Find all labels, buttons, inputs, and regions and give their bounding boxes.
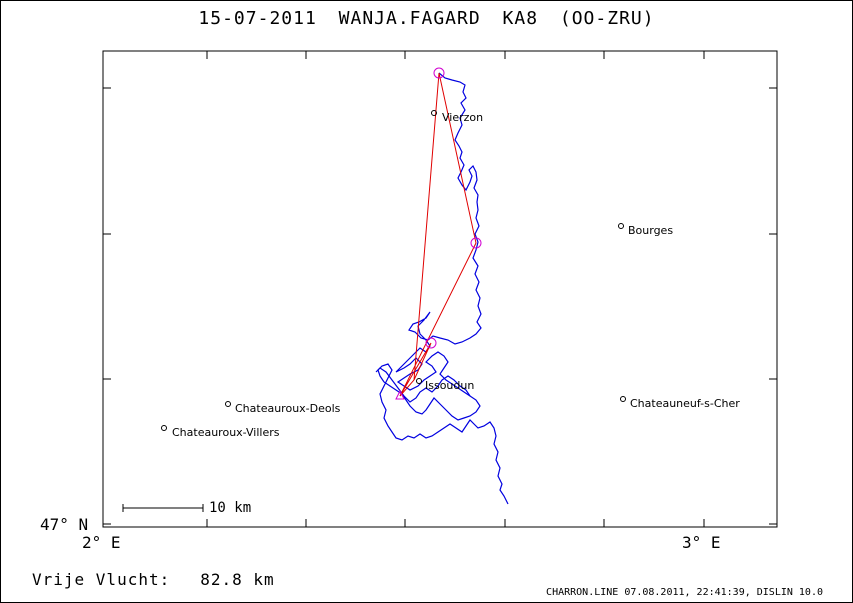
turnpoint-marker: [470, 237, 482, 249]
scale-bar-label: 10 km: [209, 500, 252, 516]
place-label-bourges: Bourges: [628, 224, 673, 237]
place-marker-icon: [618, 223, 624, 229]
place-label-vierzon: Vierzon: [442, 111, 483, 124]
free-flight-value: 82.8 km: [200, 570, 275, 589]
place-marker-icon: [416, 378, 422, 384]
free-flight-summary: Vrije Vlucht: 82.8 km: [32, 570, 275, 589]
lon-axis-label-left: 2° E: [82, 533, 121, 552]
place-marker-icon: [225, 401, 231, 407]
flight-title: 15-07-2011 WANJA.FAGARD KA8 (OO-ZRU): [0, 8, 853, 29]
place-label-chateauneuf: Chateauneuf-s-Cher: [630, 397, 740, 410]
plot-area: [102, 50, 778, 528]
flight-date: 15-07-2011: [198, 8, 317, 29]
place-markers: [161, 110, 626, 431]
task-leg: [399, 379, 415, 397]
place-label-chateauroux-villers: Chateauroux-Villers: [172, 426, 280, 439]
place-marker-icon: [161, 425, 167, 431]
place-label-chateauroux-deols: Chateauroux-Deols: [235, 402, 341, 415]
pilot-name: WANJA.FAGARD: [338, 8, 481, 29]
turnpoint-marker: [433, 67, 445, 79]
place-marker-icon: [431, 110, 437, 116]
turnpoint-marker: [425, 337, 437, 349]
lon-axis-label-right: 3° E: [682, 533, 721, 552]
start-triangle-icon: [395, 389, 405, 400]
gps-track-segment: [375, 367, 471, 403]
axis-ticks: [103, 51, 777, 527]
glider-id: KA8 (OO-ZRU): [502, 8, 655, 29]
gps-track: [377, 72, 509, 505]
lat-axis-label: 47° N: [40, 515, 89, 534]
place-marker-icon: [620, 396, 626, 402]
credit-line: CHARRON.LINE 07.08.2011, 22:41:39, DISLI…: [546, 587, 823, 598]
free-flight-label: Vrije Vlucht:: [32, 570, 171, 589]
task-route: [399, 72, 477, 397]
scale-bar: [122, 504, 204, 512]
place-label-issoudun: Issoudun: [425, 379, 474, 392]
